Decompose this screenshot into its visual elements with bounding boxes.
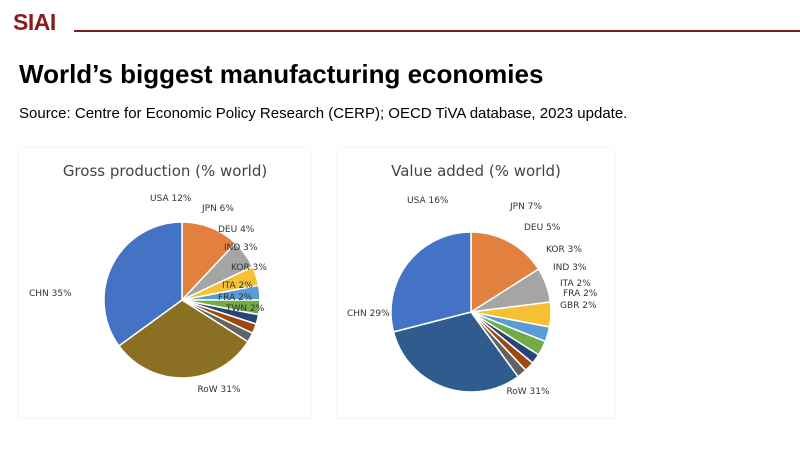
slice-label-deu: DEU 4% xyxy=(218,225,255,235)
slice-label-usa: USA 12% xyxy=(150,194,192,204)
slice-label-ita: ITA 2% xyxy=(560,279,591,289)
slice-label-jpn: JPN 7% xyxy=(509,202,542,212)
value-added-chart: Value added (% world) USA 16% JPN 7% DEU 5… xyxy=(338,148,614,418)
slice-label-chn: CHN 35% xyxy=(29,289,72,299)
pie-slice-chn xyxy=(390,231,472,333)
slice-label-ind: IND 3% xyxy=(553,263,587,273)
page-title: World’s biggest manufacturing economies xyxy=(19,59,544,89)
pie-slice-chn xyxy=(103,221,183,347)
pie-slice-row xyxy=(117,299,249,379)
gross-production-pie: Gross production (% world) USA 12% JPN 6%… xyxy=(29,162,267,395)
slice-label-fra: FRA 2% xyxy=(563,289,598,299)
header-rule xyxy=(74,30,800,32)
slice-label-ind: IND 3% xyxy=(224,243,258,253)
slice-label-chn: CHN 29% xyxy=(347,309,390,319)
slice-label-kor: KOR 3% xyxy=(231,263,267,273)
slice-label-fra: FRA 2% xyxy=(218,293,253,303)
slice-label-row: RoW 31% xyxy=(197,385,241,395)
slice-label-gbr: GBR 2% xyxy=(560,301,597,311)
slice-label-usa: USA 16% xyxy=(407,196,449,206)
pie-slice-usa xyxy=(470,231,540,314)
value-added-pie: Value added (% world) USA 16% JPN 7% DEU 5… xyxy=(347,162,598,397)
pie-slice-row xyxy=(392,311,520,393)
slice-label-jpn: JPN 6% xyxy=(201,204,234,214)
slice-label-twn: TWN 2% xyxy=(225,304,265,314)
gross-production-chart: Gross production (% world) USA 12% JPN 6%… xyxy=(19,148,310,418)
slice-label-row: RoW 31% xyxy=(506,387,550,397)
slice-label-ita: ITA 2% xyxy=(222,281,253,291)
slice-label-deu: DEU 5% xyxy=(524,223,561,233)
slice-label-kor: KOR 3% xyxy=(546,245,582,255)
pie-slices xyxy=(390,231,552,393)
chart-title: Value added (% world) xyxy=(391,162,561,180)
source-note: Source: Centre for Economic Policy Resea… xyxy=(19,105,628,122)
siai-logo: SIAI xyxy=(13,9,56,35)
pie-slices xyxy=(103,221,261,379)
chart-title: Gross production (% world) xyxy=(63,162,267,180)
